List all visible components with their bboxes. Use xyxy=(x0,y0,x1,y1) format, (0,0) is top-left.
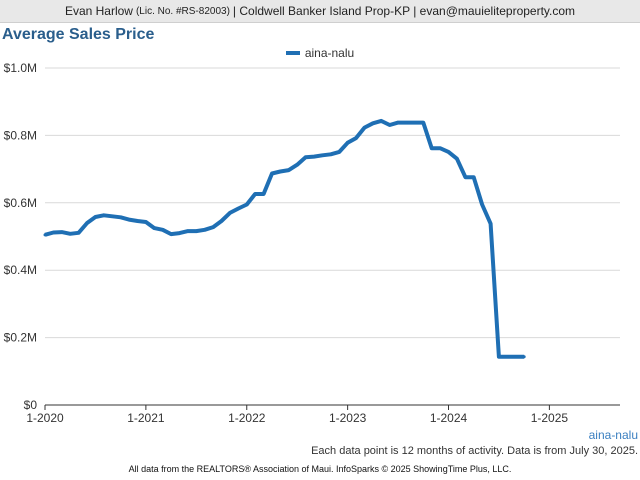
x-tick-label: 1-2022 xyxy=(228,411,266,425)
data-point xyxy=(228,211,232,215)
data-point xyxy=(497,355,501,359)
data-point xyxy=(505,355,509,359)
data-point xyxy=(489,222,493,226)
data-point xyxy=(463,175,467,179)
data-point xyxy=(396,121,400,125)
y-axis-labels: $0 $0.2M $0.4M $0.6M $0.8M $1.0M xyxy=(4,61,38,412)
data-point xyxy=(253,192,257,196)
data-point xyxy=(211,225,215,229)
data-point xyxy=(127,218,131,222)
agent-details: | Coldwell Banker Island Prop-KP | evan@… xyxy=(232,4,576,18)
chart-legend[interactable]: aina-nalu xyxy=(0,46,640,60)
data-point xyxy=(295,163,299,167)
agent-license: (Lic. No. #RS-82003) xyxy=(135,5,230,17)
data-point xyxy=(186,229,190,233)
data-point xyxy=(362,126,366,130)
data-point xyxy=(455,157,459,161)
agent-name: Evan Harlow xyxy=(64,4,133,18)
data-point xyxy=(220,219,224,223)
data-point xyxy=(152,226,156,230)
data-point xyxy=(194,229,198,233)
data-point xyxy=(270,171,274,175)
data-point xyxy=(388,123,392,127)
data-point xyxy=(480,202,484,206)
data-point xyxy=(522,355,526,359)
data-point xyxy=(119,215,123,219)
data-point xyxy=(93,215,97,219)
data-point xyxy=(236,207,240,211)
data-point xyxy=(262,192,266,196)
data-point xyxy=(404,121,408,125)
data-source: All data from the REALTORS® Association … xyxy=(128,464,512,474)
data-point xyxy=(413,121,417,125)
data-point xyxy=(136,219,140,223)
data-point xyxy=(110,214,114,218)
x-axis-labels: 1-2020 1-2021 1-2022 1-2023 1-2024 1-2025 xyxy=(26,411,568,425)
data-point xyxy=(144,220,148,224)
y-tick-label: $0 xyxy=(24,398,38,412)
data-point xyxy=(43,233,47,237)
data-point xyxy=(379,119,383,123)
data-point xyxy=(421,121,425,125)
y-tick-label: $0.2M xyxy=(4,331,37,345)
x-tick-label: 1-2024 xyxy=(430,411,468,425)
data-point xyxy=(278,169,282,173)
data-point xyxy=(177,231,181,235)
data-point xyxy=(68,232,72,236)
data-point xyxy=(287,168,291,172)
x-tick-label: 1-2023 xyxy=(329,411,367,425)
series-line xyxy=(44,118,525,359)
data-footnote: Each data point is 12 months of activity… xyxy=(311,445,638,457)
data-point xyxy=(51,230,55,234)
y-tick-label: $0.4M xyxy=(4,263,37,277)
data-point xyxy=(371,121,375,125)
chart-grid xyxy=(45,67,620,339)
data-point xyxy=(102,213,106,217)
legend-swatch xyxy=(285,51,300,55)
y-tick-label: $1.0M xyxy=(4,61,37,75)
legend-label: aina-nalu xyxy=(304,46,355,60)
data-point xyxy=(245,202,249,206)
data-point xyxy=(77,231,81,235)
agent-header-bar: Evan Harlow (Lic. No. #RS-82003) | Coldw… xyxy=(0,0,640,23)
data-point xyxy=(430,146,434,150)
data-point xyxy=(169,232,173,236)
data-point xyxy=(320,153,324,157)
y-tick-label: $0.6M xyxy=(4,196,37,210)
data-point xyxy=(304,155,308,159)
chart-axes xyxy=(44,404,620,410)
x-tick-label: 1-2021 xyxy=(127,411,165,425)
data-point xyxy=(161,228,165,232)
data-point xyxy=(85,221,89,225)
data-point xyxy=(203,228,207,232)
data-point xyxy=(312,155,316,159)
data-point xyxy=(472,175,476,179)
x-tick-label: 1-2025 xyxy=(531,411,569,425)
data-point xyxy=(438,146,442,150)
data-point xyxy=(337,150,341,154)
y-tick-label: $0.8M xyxy=(4,128,37,142)
data-point xyxy=(329,152,333,156)
data-point xyxy=(447,150,451,154)
x-tick-label: 1-2020 xyxy=(26,411,64,425)
data-point xyxy=(514,355,518,359)
data-point xyxy=(60,230,64,234)
data-point xyxy=(346,141,350,145)
series-name-label: aina-nalu xyxy=(588,428,638,442)
data-point xyxy=(354,136,358,140)
chart-title: Average Sales Price xyxy=(2,26,155,43)
chart-series xyxy=(43,118,526,359)
